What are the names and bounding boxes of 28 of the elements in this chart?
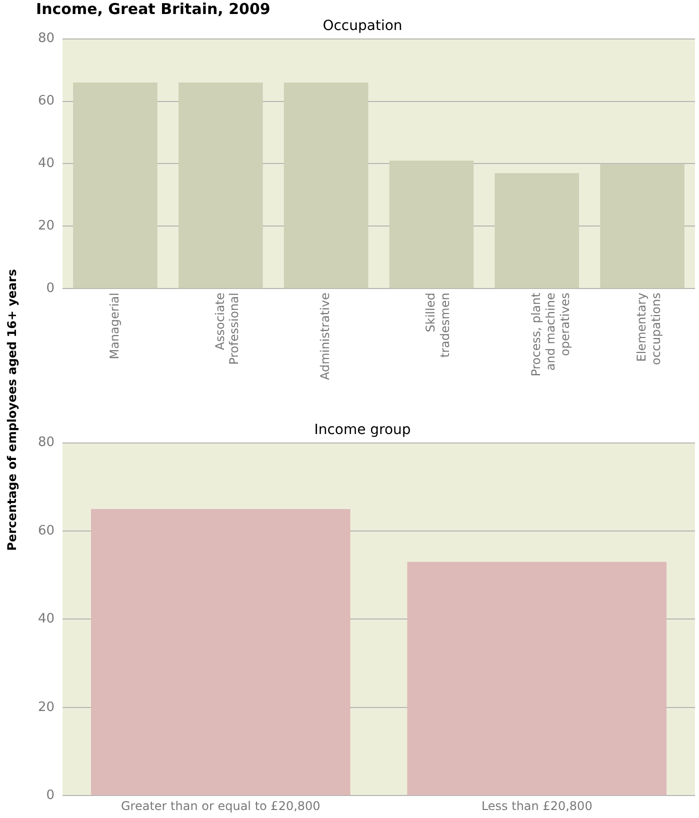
x-tick-label: Skilled tradesmen <box>424 292 452 358</box>
y-tick-label: 0 <box>46 788 55 803</box>
y-tick-label: 40 <box>38 612 55 627</box>
bar <box>178 82 263 288</box>
y-tick-label: 80 <box>38 435 55 450</box>
text: Income, Great Britain, 2009 <box>36 0 270 18</box>
x-tick-label: Less than £20,800 <box>481 798 592 813</box>
chart-title: Income group <box>314 422 411 438</box>
bar <box>494 173 580 288</box>
bar <box>73 82 158 288</box>
y-tick-label: 40 <box>38 156 55 172</box>
y-tick-label: 60 <box>38 94 55 109</box>
x-tick-label: Greater than or equal to £20,800 <box>121 798 320 813</box>
x-tick-label: Associate Professional <box>212 292 242 365</box>
x-tick-label: Administrative <box>318 292 332 380</box>
bar <box>389 160 474 288</box>
y-tick-label: 80 <box>38 31 55 46</box>
y-axis-title: Percentage of employees aged 16+ years <box>5 269 19 551</box>
x-tick-label: Process, plant and machine operatives <box>529 292 572 376</box>
y-tick-label: 0 <box>46 281 55 296</box>
y-tick-label: 20 <box>38 700 55 715</box>
x-tick-label: Managerial <box>107 292 122 360</box>
chart-title: Occupation <box>322 18 402 34</box>
bar <box>600 164 684 288</box>
x-tick-label: Elementary occupations <box>634 292 663 366</box>
y-tick-label: 60 <box>38 523 55 538</box>
bar <box>284 82 368 288</box>
y-tick-label: 20 <box>38 218 55 234</box>
